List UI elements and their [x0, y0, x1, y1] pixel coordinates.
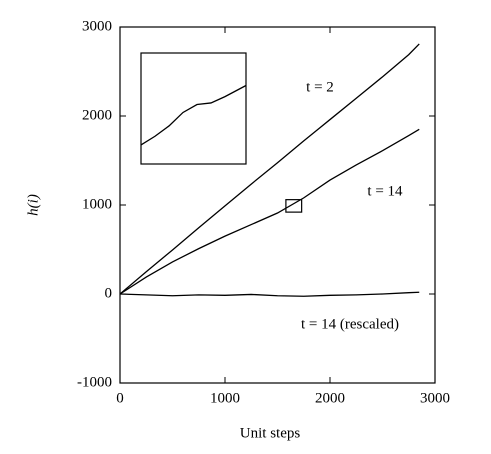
series-line: [119, 291, 420, 297]
x-tick-label: 3000: [420, 390, 450, 406]
y-tick-label: 2000: [82, 107, 112, 123]
inset-frame: [140, 52, 247, 165]
series-line: [119, 128, 420, 295]
series-line: [140, 84, 247, 146]
zoom-box: [285, 199, 303, 213]
y-tick-label: 1000: [82, 196, 112, 212]
series-label: t = 2: [306, 79, 334, 95]
series-line: [119, 43, 420, 295]
y-tick-label: 0: [105, 285, 113, 301]
x-tick-label: 2000: [315, 390, 345, 406]
series-label: t = 14 (rescaled): [301, 316, 399, 332]
y-tick-label: 3000: [82, 18, 112, 34]
x-tick-label: 0: [116, 390, 124, 406]
x-axis-label: Unit steps: [240, 425, 301, 441]
y-axis-label: h(i): [25, 194, 41, 216]
y-tick-label: -1000: [77, 374, 112, 390]
x-tick-label: 1000: [210, 390, 240, 406]
series-label: t = 14: [367, 183, 403, 199]
